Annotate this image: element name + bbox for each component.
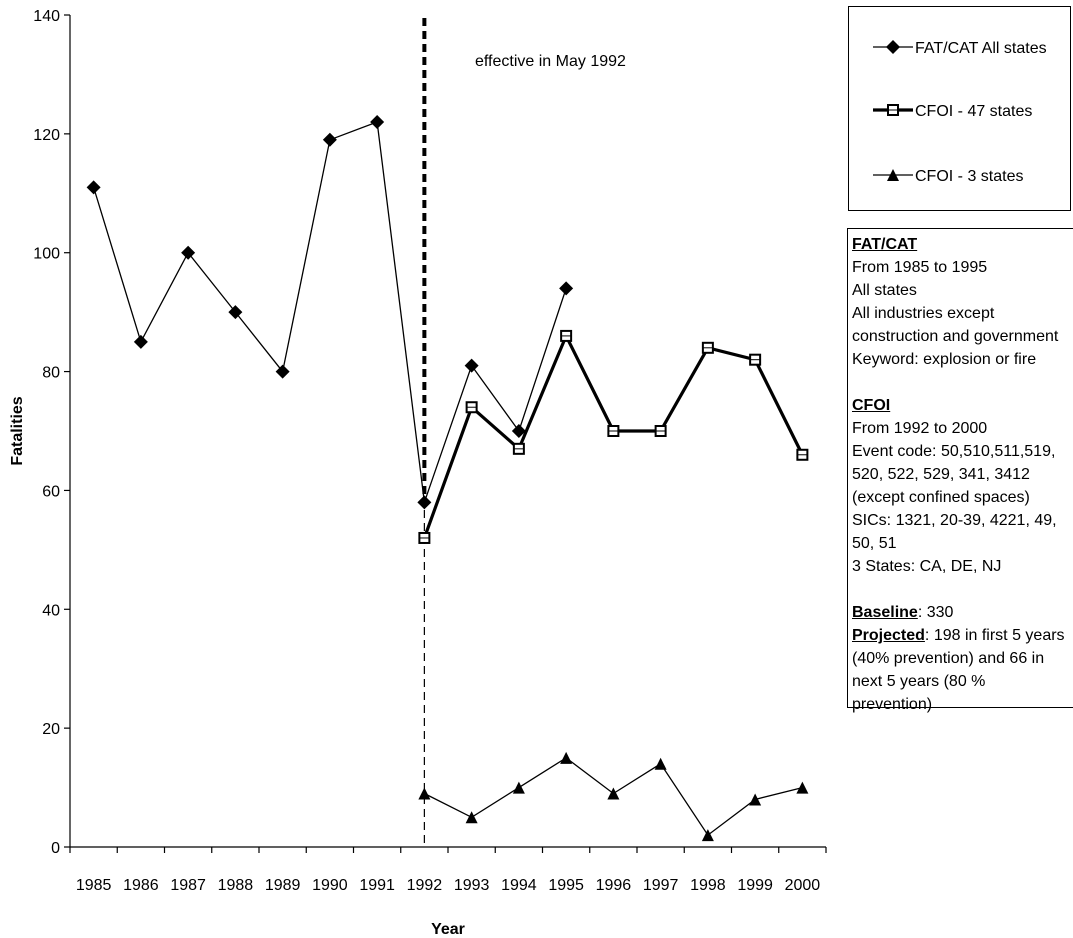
y-tick-label: 80 — [42, 365, 60, 382]
data-point-diamond — [181, 245, 196, 260]
data-point-triangle — [465, 811, 478, 824]
data-point-triangle — [607, 787, 620, 800]
y-tick-label: 40 — [42, 602, 60, 619]
notes-cfoi-line: 3 States: CA, DE, NJ — [852, 558, 1002, 575]
x-axis-title: Year — [431, 921, 465, 938]
notes-fatcat-title: FAT/CAT — [852, 236, 918, 253]
notes-baseline-label: Baseline — [852, 604, 918, 621]
data-point-diamond — [464, 358, 479, 373]
y-tick-label: 140 — [33, 8, 60, 25]
x-tick-label: 1993 — [454, 877, 490, 894]
data-point-diamond — [370, 114, 385, 129]
axes: 0 20 40 60 80 100 120 140 1985 1986 1987 1988 1989 19… — [33, 8, 827, 894]
series-2 — [418, 751, 809, 842]
data-point-triangle — [418, 787, 431, 800]
x-tick-label: 1985 — [76, 877, 112, 894]
notes-cfoi-line: From 1992 to 2000 — [852, 420, 988, 437]
y-tick-label: 120 — [33, 127, 60, 144]
notes-baseline: Baseline: 330 — [852, 601, 1073, 624]
annotation-effective-date: effective in May 1992 — [475, 53, 626, 70]
notes-cfoi-title: CFOI — [852, 397, 891, 414]
data-point-diamond — [275, 364, 290, 379]
y-tick-label: 100 — [33, 246, 60, 263]
x-tick-label: 1987 — [170, 877, 206, 894]
notes-cfoi-line: Event code: 50,510,511,519, — [852, 443, 1056, 460]
legend-marker-diamond — [886, 40, 900, 54]
series-0 — [86, 114, 574, 510]
data-point-diamond — [511, 424, 526, 438]
legend-label-0: FAT/CAT All states — [915, 40, 1047, 57]
notes-panel: FAT/CAT From 1985 to 1995 All states All… — [847, 228, 1073, 713]
y-axis-title: Fatalities — [9, 396, 26, 465]
notes-projected-value: : 198 in first 5 years (40% prevention) … — [852, 627, 1065, 713]
notes-projected: Projected: 198 in first 5 years (40% pre… — [852, 624, 1067, 716]
x-tick-label: 1999 — [737, 877, 773, 894]
data-point-diamond — [86, 180, 101, 195]
legend-item-1: CFOI - 47 states — [873, 103, 1032, 120]
x-tick-label: 1986 — [123, 877, 159, 894]
series-layer — [86, 114, 809, 842]
data-point-triangle — [749, 793, 762, 806]
x-tick-label: 1988 — [218, 877, 254, 894]
data-point-diamond — [417, 495, 432, 510]
notes-projected-label: Projected — [852, 627, 925, 644]
notes-fatcat-line: All industries except — [852, 305, 995, 322]
series-line-0 — [93, 121, 567, 503]
series-1 — [418, 329, 809, 544]
x-tick-label: 1991 — [359, 877, 395, 894]
y-tick-label: 20 — [42, 721, 60, 738]
x-tick-label: 1997 — [643, 877, 679, 894]
notes-cfoi-line: 50, 51 — [852, 535, 897, 552]
notes-fatcat-line: construction and government — [852, 328, 1059, 345]
data-point-diamond — [559, 281, 574, 296]
data-point-triangle — [560, 751, 573, 764]
notes-fatcat-line: Keyword: explosion or fire — [852, 351, 1037, 368]
legend-item-0: FAT/CAT All states — [873, 40, 1047, 57]
x-tick-label: 1998 — [690, 877, 726, 894]
x-tick-label: 1989 — [265, 877, 301, 894]
y-tick-label: 0 — [51, 840, 60, 857]
data-point-triangle — [701, 829, 714, 842]
data-point-diamond — [228, 305, 243, 320]
x-tick-label: 1992 — [407, 877, 443, 894]
x-tick-label: 1996 — [596, 877, 632, 894]
x-tick-label: 1994 — [501, 877, 537, 894]
notes-fatcat-line: From 1985 to 1995 — [852, 259, 988, 276]
data-point-triangle — [654, 757, 667, 770]
legend: FAT/CAT All states CFOI - 47 states CFOI -… — [848, 6, 1071, 211]
x-tick-label: 1995 — [548, 877, 584, 894]
x-tick-label: 2000 — [785, 877, 821, 894]
data-point-diamond — [322, 132, 337, 147]
notes-cfoi-line: 520, 522, 529, 341, 3412 — [852, 466, 1030, 483]
x-tick-label: 1990 — [312, 877, 348, 894]
legend-label-1: CFOI - 47 states — [915, 103, 1032, 120]
notes-cfoi-line: SICs: 1321, 20-39, 4221, 49, — [852, 512, 1057, 529]
y-tick-label: 60 — [42, 483, 60, 500]
data-point-triangle — [796, 781, 809, 794]
notes-baseline-value: : 330 — [917, 604, 954, 621]
notes-cfoi-line: (except confined spaces) — [852, 489, 1030, 506]
notes-fatcat-line: All states — [852, 282, 917, 299]
data-point-triangle — [512, 781, 525, 794]
legend-item-2: CFOI - 3 states — [873, 168, 1023, 185]
legend-marker-triangle — [887, 169, 899, 181]
data-point-diamond — [133, 334, 148, 349]
legend-label-2: CFOI - 3 states — [915, 168, 1023, 185]
